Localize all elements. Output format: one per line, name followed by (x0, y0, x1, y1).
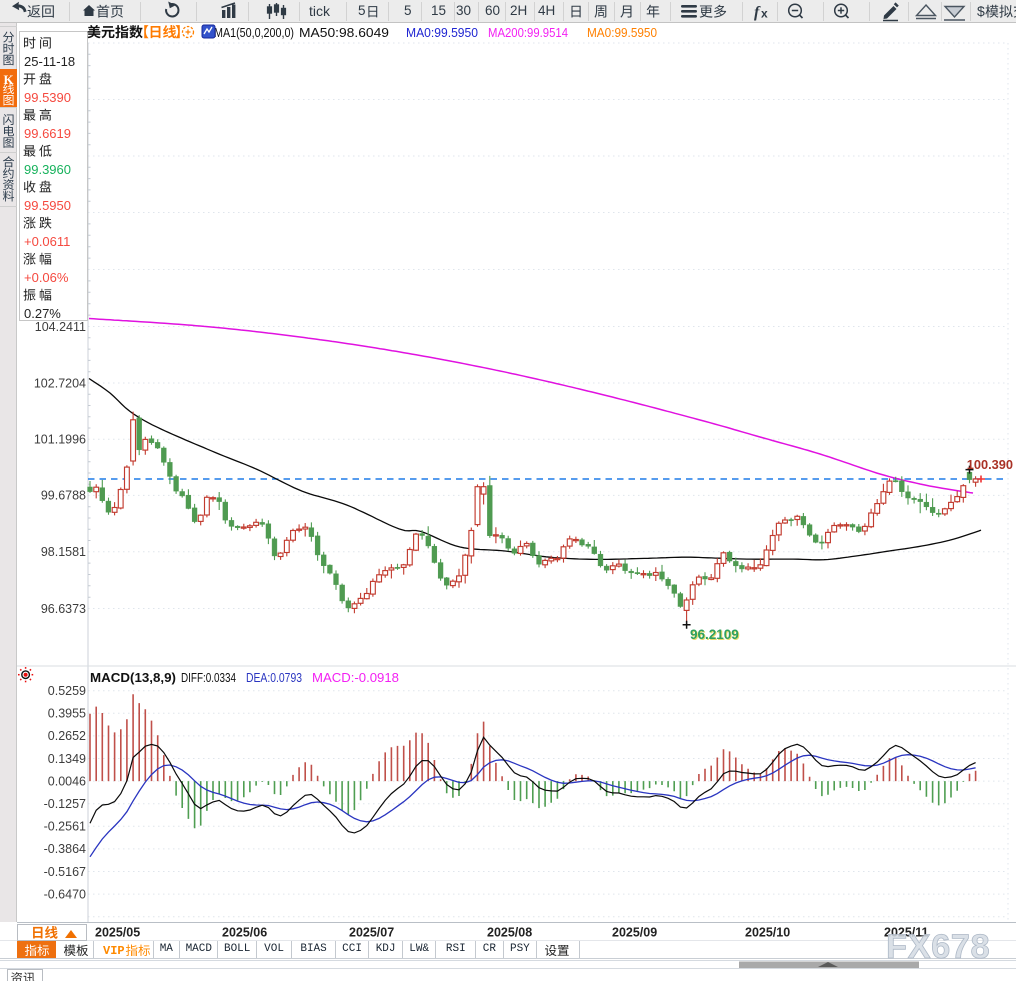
svg-text:2025/11: 2025/11 (884, 926, 929, 940)
svg-text:0.1349: 0.1349 (48, 752, 86, 766)
svg-text:DEA:0.0793: DEA:0.0793 (246, 671, 302, 685)
svg-text:f: f (754, 4, 761, 21)
svg-text:MA0:99.5950: MA0:99.5950 (587, 26, 657, 40)
svg-text:0.3955: 0.3955 (48, 707, 86, 721)
svg-text:0.2652: 0.2652 (48, 729, 86, 743)
svg-text:96.6373: 96.6373 (41, 602, 86, 616)
svg-text:101.1996: 101.1996 (34, 433, 86, 447)
svg-text:DIFF:0.0334: DIFF:0.0334 (181, 671, 236, 685)
svg-text:-0.2561: -0.2561 (44, 820, 86, 834)
svg-text:104.2411: 104.2411 (35, 320, 86, 334)
svg-text:MA200:99.9514: MA200:99.9514 (488, 26, 568, 40)
svg-text:0.0046: 0.0046 (48, 774, 86, 788)
svg-text:98.1581: 98.1581 (41, 545, 86, 559)
svg-text:MA50:98.6049: MA50:98.6049 (299, 26, 389, 40)
svg-text:99.6788: 99.6788 (41, 489, 86, 503)
svg-text:0.5259: 0.5259 (48, 684, 86, 698)
svg-text:2025/07: 2025/07 (349, 926, 394, 940)
svg-text:-0.1257: -0.1257 (44, 797, 86, 811)
svg-text:MACD:-0.0918: MACD:-0.0918 (312, 671, 399, 685)
svg-text:MACD(13,8,9): MACD(13,8,9) (90, 670, 176, 685)
svg-text:102.7204: 102.7204 (34, 376, 86, 390)
svg-text:100.390: 100.390 (967, 457, 1013, 472)
svg-text:2025/08: 2025/08 (487, 926, 532, 940)
svg-text:-0.6470: -0.6470 (44, 887, 86, 901)
svg-text:96.2109: 96.2109 (690, 627, 739, 642)
svg-text:-0.5167: -0.5167 (44, 865, 86, 879)
svg-text:2025/06: 2025/06 (222, 926, 267, 940)
svg-text:x: x (761, 7, 768, 21)
svg-text:2025/09: 2025/09 (612, 926, 657, 940)
svg-text:MA0:99.5950: MA0:99.5950 (406, 26, 478, 40)
svg-text:2025/05: 2025/05 (95, 926, 140, 940)
svg-text:-0.3864: -0.3864 (44, 842, 86, 856)
svg-text:MA1(50,0,200,0): MA1(50,0,200,0) (214, 26, 294, 40)
svg-text:2025/10: 2025/10 (745, 926, 790, 940)
